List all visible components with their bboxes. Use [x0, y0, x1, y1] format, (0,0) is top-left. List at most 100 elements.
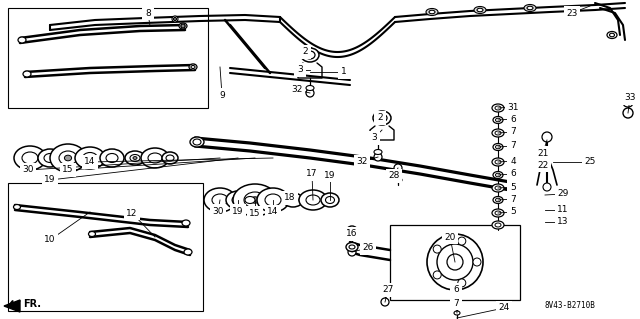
Text: 22: 22: [538, 160, 548, 169]
Text: 24: 24: [499, 303, 509, 313]
Ellipse shape: [141, 148, 169, 168]
Ellipse shape: [13, 204, 20, 210]
Ellipse shape: [495, 118, 500, 122]
Ellipse shape: [493, 197, 503, 204]
Ellipse shape: [373, 111, 391, 125]
Ellipse shape: [609, 33, 614, 37]
Text: 11: 11: [557, 205, 569, 214]
Ellipse shape: [306, 85, 314, 91]
Text: 19: 19: [44, 175, 56, 184]
Ellipse shape: [349, 245, 355, 249]
Text: 14: 14: [84, 158, 96, 167]
Ellipse shape: [212, 194, 228, 206]
Text: 5: 5: [510, 207, 516, 217]
Ellipse shape: [492, 129, 504, 137]
Ellipse shape: [299, 190, 327, 210]
Text: 27: 27: [382, 286, 394, 294]
Ellipse shape: [244, 192, 266, 208]
Ellipse shape: [527, 6, 533, 10]
Ellipse shape: [83, 152, 97, 164]
Text: FR.: FR.: [23, 299, 41, 309]
Ellipse shape: [384, 290, 392, 294]
Text: 10: 10: [44, 235, 56, 244]
Ellipse shape: [14, 146, 46, 170]
Ellipse shape: [492, 184, 504, 192]
Ellipse shape: [232, 196, 244, 204]
Text: 32: 32: [356, 158, 368, 167]
Circle shape: [427, 234, 483, 290]
Text: 7: 7: [510, 128, 516, 137]
Bar: [8, 183, 203, 311]
Ellipse shape: [495, 145, 500, 149]
Ellipse shape: [492, 104, 504, 112]
Text: 8V43-B2710B: 8V43-B2710B: [544, 301, 595, 310]
Ellipse shape: [257, 188, 289, 212]
Ellipse shape: [251, 197, 259, 203]
Ellipse shape: [495, 131, 501, 135]
Text: 13: 13: [557, 218, 569, 226]
Ellipse shape: [306, 195, 320, 205]
Text: 12: 12: [126, 209, 138, 218]
Circle shape: [458, 237, 466, 245]
Ellipse shape: [623, 101, 632, 107]
Ellipse shape: [130, 154, 140, 161]
Ellipse shape: [495, 223, 501, 227]
Ellipse shape: [288, 197, 298, 204]
Ellipse shape: [524, 4, 536, 11]
Text: 3: 3: [371, 133, 377, 143]
Text: 25: 25: [584, 158, 596, 167]
Ellipse shape: [125, 151, 145, 165]
Text: 6: 6: [510, 169, 516, 179]
Text: 17: 17: [307, 169, 317, 179]
Text: 7: 7: [453, 299, 459, 308]
Circle shape: [458, 279, 466, 287]
Ellipse shape: [477, 8, 483, 12]
Polygon shape: [4, 300, 20, 312]
Ellipse shape: [191, 65, 195, 69]
Ellipse shape: [493, 172, 503, 179]
Circle shape: [381, 298, 389, 306]
Text: 2: 2: [302, 48, 308, 56]
Circle shape: [542, 132, 552, 142]
Ellipse shape: [162, 152, 178, 164]
Text: 29: 29: [557, 189, 569, 198]
Ellipse shape: [44, 153, 56, 162]
Ellipse shape: [492, 221, 504, 229]
Ellipse shape: [326, 197, 335, 204]
Ellipse shape: [88, 232, 95, 236]
Ellipse shape: [133, 157, 137, 160]
Text: 26: 26: [362, 243, 374, 253]
Text: 18: 18: [284, 194, 296, 203]
Ellipse shape: [301, 48, 319, 62]
Text: 4: 4: [510, 157, 516, 166]
Text: 7: 7: [510, 142, 516, 151]
Ellipse shape: [474, 6, 486, 13]
Text: 6: 6: [510, 115, 516, 123]
Text: 7: 7: [510, 195, 516, 204]
Ellipse shape: [75, 147, 105, 169]
Ellipse shape: [181, 25, 185, 27]
Circle shape: [346, 226, 358, 238]
Text: 19: 19: [232, 206, 244, 216]
Ellipse shape: [453, 302, 461, 308]
Ellipse shape: [22, 152, 38, 164]
Ellipse shape: [166, 155, 174, 161]
Ellipse shape: [495, 198, 500, 202]
Ellipse shape: [305, 51, 315, 59]
Circle shape: [181, 24, 185, 28]
Ellipse shape: [346, 242, 358, 251]
Ellipse shape: [100, 149, 124, 167]
Text: 1: 1: [341, 68, 347, 77]
Circle shape: [437, 244, 473, 280]
Circle shape: [473, 258, 481, 266]
Ellipse shape: [265, 194, 281, 206]
Text: 3: 3: [297, 65, 303, 75]
Circle shape: [433, 245, 441, 253]
Circle shape: [348, 248, 356, 256]
Text: 20: 20: [444, 233, 456, 241]
Ellipse shape: [148, 153, 162, 163]
Text: 9: 9: [219, 91, 225, 100]
Ellipse shape: [184, 249, 192, 255]
Text: 15: 15: [62, 166, 74, 174]
Circle shape: [374, 153, 382, 161]
